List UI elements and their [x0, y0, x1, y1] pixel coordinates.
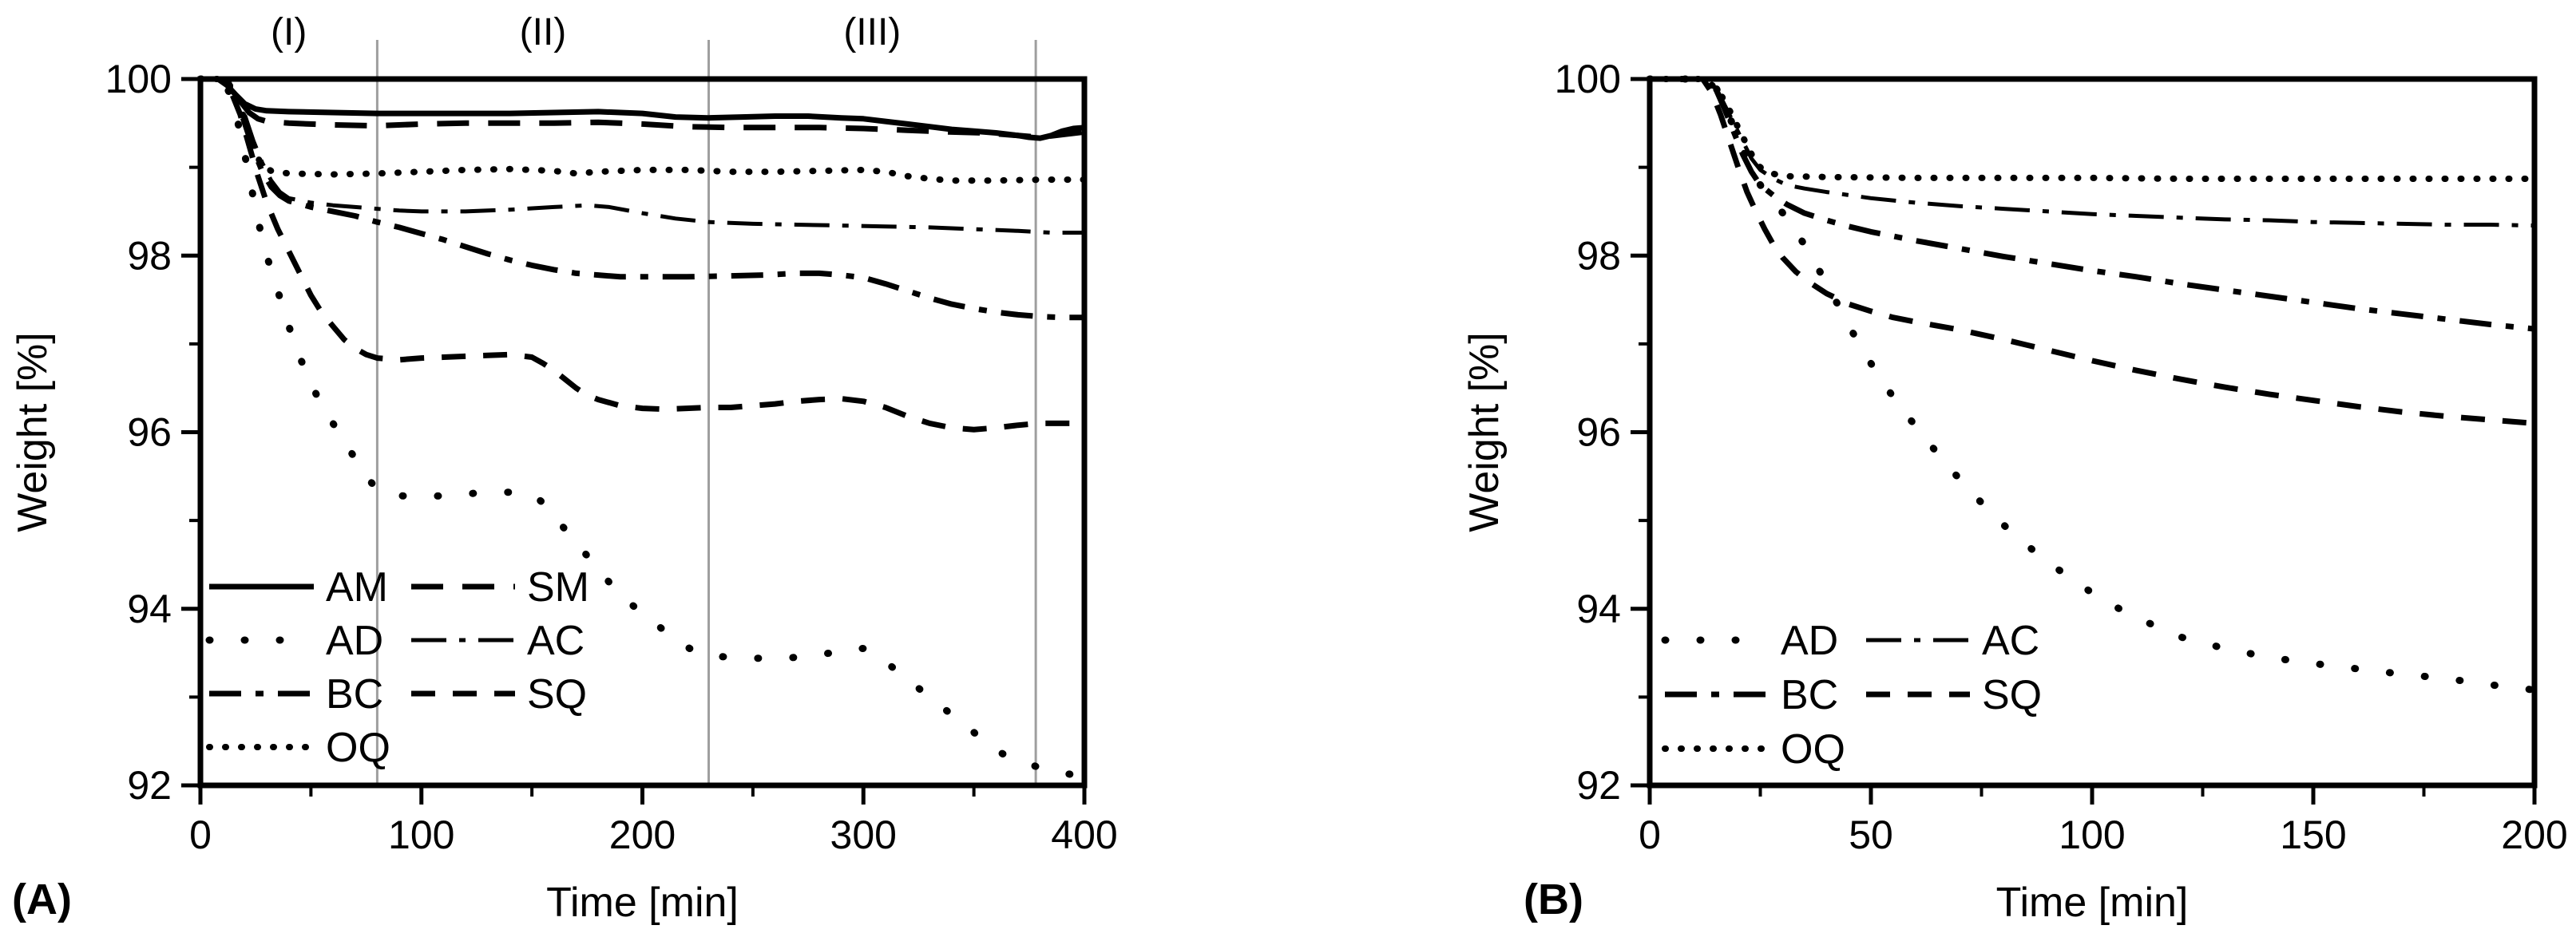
y-axis-tick-label: 92 — [1576, 763, 1621, 808]
curve-OQ — [1647, 76, 2538, 182]
curve-SQ — [1650, 76, 2535, 426]
legend-label-AC: AC — [1982, 618, 2039, 664]
panel-b-tag: (B) — [1524, 876, 1583, 923]
y-axis-title: Weight [%] — [10, 332, 56, 532]
x-axis-tick-label: 100 — [2059, 813, 2125, 857]
x-axis-tick-label: 0 — [1639, 813, 1661, 857]
legend-label-SM: SM — [527, 564, 589, 611]
y-axis-tick-label: 98 — [127, 233, 172, 278]
legend-label-OQ: OQ — [326, 725, 390, 771]
curve-BC — [1650, 76, 2535, 332]
y-axis-tick-label: 100 — [1555, 57, 1621, 101]
region-label: (I) — [271, 11, 307, 53]
curve-AD — [1646, 75, 2538, 694]
y-axis-tick-label: 94 — [1576, 587, 1621, 631]
y-axis-tick-label: 98 — [1576, 233, 1621, 278]
legend-label-AM: AM — [326, 564, 388, 611]
x-axis-title: Time [min] — [1996, 880, 2189, 926]
x-axis-tick-label: 200 — [609, 813, 676, 857]
curve-OQ — [197, 76, 1088, 184]
x-axis-tick-label: 100 — [388, 813, 454, 857]
x-axis-tick-label: 150 — [2280, 813, 2346, 857]
curve-AC — [200, 77, 1084, 235]
x-axis-tick-label: 400 — [1051, 813, 1117, 857]
region-label: (III) — [843, 11, 901, 53]
legend-label-AD: AD — [326, 618, 383, 664]
x-axis-tick-label: 200 — [2501, 813, 2567, 857]
legend-label-SQ: SQ — [1982, 672, 2042, 718]
panel-a-tag: (A) — [12, 876, 72, 923]
legend-label-BC: BC — [1781, 672, 1838, 718]
curve-SQ — [200, 76, 1084, 433]
legend-label-AC: AC — [527, 618, 585, 664]
y-axis-tick-label: 92 — [127, 763, 172, 808]
y-axis-tick-label: 96 — [1576, 410, 1621, 455]
y-axis-tick-label: 100 — [105, 57, 172, 101]
y-axis-title: Weight [%] — [1461, 332, 1508, 532]
legend-label-SQ: SQ — [527, 671, 587, 718]
panel-b-weight-vs-time: 0 50 100 150 200 92 94 96 98 100 Time [min] Weight … — [1461, 57, 2568, 926]
y-axis-tick-label: 96 — [127, 410, 172, 455]
x-axis-title: Time [min] — [546, 880, 739, 926]
x-axis-tick-label: 300 — [830, 813, 897, 857]
legend-label-OQ: OQ — [1781, 726, 1845, 773]
region-label: (II) — [520, 11, 567, 53]
curve-AC — [1650, 77, 2535, 228]
y-axis-tick-label: 94 — [127, 587, 172, 631]
panel-a-weight-vs-time: (I) (II) (III) 0 100 200 300 400 92 94 96 98 100 Time… — [10, 11, 1118, 926]
legend-label-AD: AD — [1781, 618, 1838, 664]
legend-label-BC: BC — [326, 671, 383, 718]
curve-SM — [200, 76, 1085, 140]
x-axis-tick-label: 0 — [189, 813, 212, 857]
curve-BC — [200, 76, 1084, 321]
x-axis-tick-label: 50 — [1849, 813, 1893, 857]
